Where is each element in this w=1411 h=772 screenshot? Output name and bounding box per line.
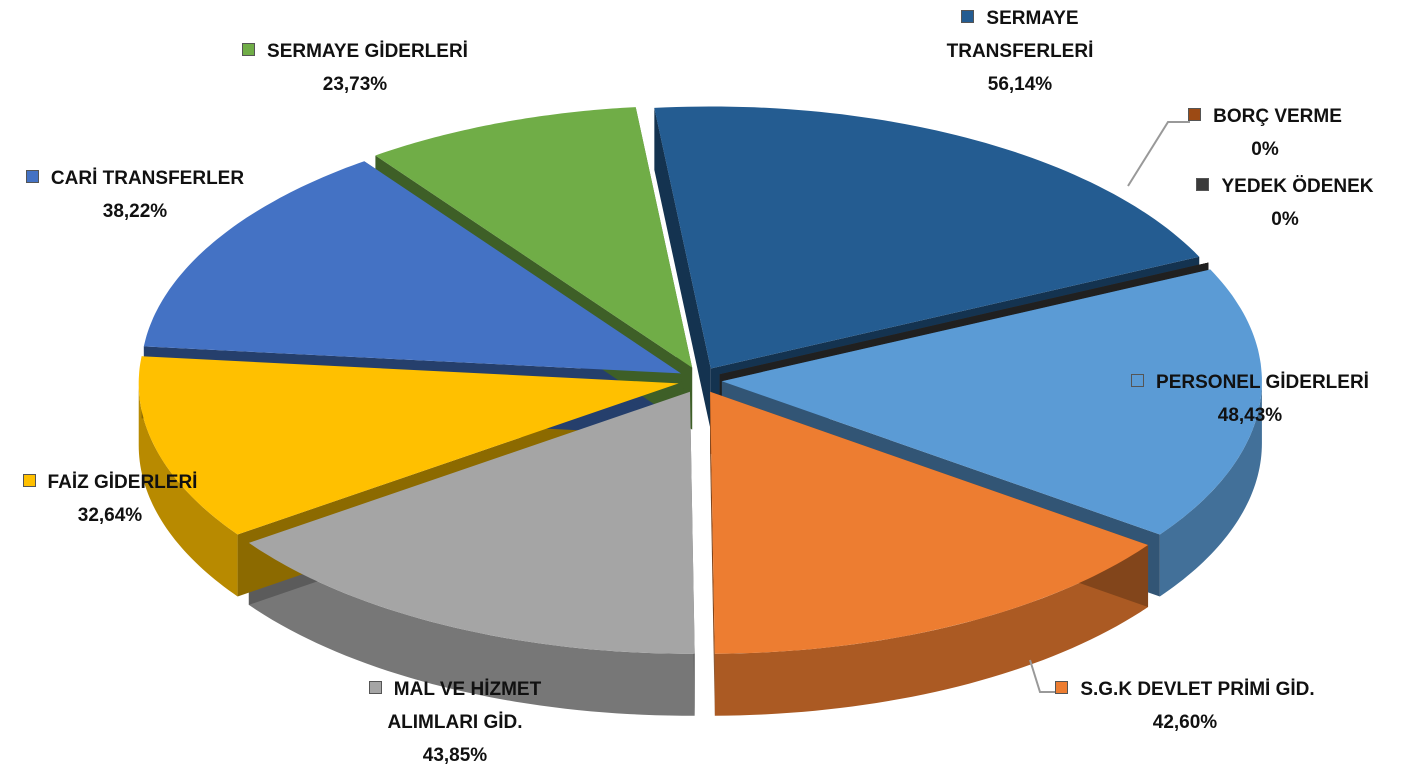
category-label: SERMAYE GİDERLERİ [267, 41, 468, 62]
category-label: CARİ TRANSFERLER [50, 168, 245, 189]
slice-inner-side [654, 107, 711, 431]
data-label: S.G.K DEVLET PRİMİ GİD. 42,60% [1050, 673, 1320, 739]
value-label: 48,43% [1217, 405, 1283, 426]
category-label: MAL VE HİZMET ALIMLARI GİD. [387, 679, 542, 733]
label-name-line: YEDEK ÖDENEK [1175, 170, 1395, 203]
legend-marker [242, 43, 256, 56]
value-label: 56,14% [987, 74, 1053, 95]
label-name-line: S.G.K DEVLET PRİMİ GİD. [1050, 673, 1320, 706]
data-label: SERMAYE GİDERLERİ 23,73% [205, 35, 505, 101]
value-label: 23,73% [322, 74, 388, 95]
label-name-line: PERSONEL GİDERLERİ [1100, 366, 1400, 399]
slice [719, 262, 1209, 375]
value-label: 0% [1271, 209, 1299, 230]
category-label: SERMAYE TRANSFERLERİ [946, 8, 1094, 62]
slice [143, 161, 681, 374]
category-label: BORÇ VERME [1213, 106, 1342, 127]
legend-marker [1188, 108, 1202, 121]
value-label: 42,60% [1152, 712, 1218, 733]
value-label: 43,85% [422, 745, 488, 766]
data-label: FAİZ GİDERLERİ 32,64% [0, 466, 230, 532]
category-label: YEDEK ÖDENEK [1221, 176, 1374, 197]
legend-marker [22, 474, 36, 487]
legend-marker [961, 10, 975, 23]
legend-marker [1196, 178, 1210, 191]
value-label: 38,22% [102, 201, 168, 222]
category-label: FAİZ GİDERLERİ [47, 472, 198, 493]
slice-side [138, 383, 238, 597]
legend-marker [1055, 681, 1069, 694]
data-label: BORÇ VERME 0% [1155, 100, 1375, 166]
leader-line [1127, 121, 1190, 187]
data-label: CARİ TRANSFERLER 38,22% [0, 162, 275, 228]
legend-marker [25, 170, 39, 183]
label-name-line: BORÇ VERME [1155, 100, 1375, 133]
slice-side [1159, 381, 1262, 597]
label-name-line: SERMAYE GİDERLERİ [205, 35, 505, 68]
value-label: 32,64% [77, 505, 143, 526]
slice [710, 391, 1148, 654]
slice [654, 106, 1200, 369]
slice [248, 391, 695, 654]
label-name-line: CARİ TRANSFERLER [0, 162, 275, 195]
slice [375, 107, 693, 368]
slice-side [248, 542, 695, 716]
label-name-line: FAİZ GİDERLERİ [0, 466, 230, 499]
label-name-line: SERMAYE TRANSFERLERİ [920, 2, 1120, 68]
data-label: SERMAYE TRANSFERLERİ 56,14% [920, 2, 1120, 101]
legend-marker [1131, 374, 1145, 387]
data-label: MAL VE HİZMET ALIMLARI GİD. 43,85% [335, 673, 575, 772]
data-label: PERSONEL GİDERLERİ 48,43% [1100, 366, 1400, 432]
category-label: S.G.K DEVLET PRİMİ GİD. [1080, 679, 1315, 700]
slice [138, 356, 679, 535]
label-name-line: MAL VE HİZMET ALIMLARI GİD. [335, 673, 575, 739]
slice-inner-side [710, 391, 715, 716]
category-label: PERSONEL GİDERLERİ [1156, 372, 1369, 393]
tops [138, 106, 1262, 654]
legend-marker [368, 681, 382, 694]
value-label: 0% [1251, 139, 1279, 160]
leader-line [1029, 659, 1062, 693]
data-label: YEDEK ÖDENEK 0% [1175, 170, 1395, 236]
slice-side [714, 545, 1149, 716]
slice [721, 269, 1262, 535]
